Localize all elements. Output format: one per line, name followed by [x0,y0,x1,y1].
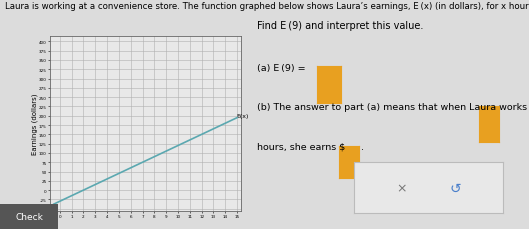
Text: (b) The answer to part (a) means that when Laura works: (b) The answer to part (a) means that wh… [257,103,527,112]
Text: ↺: ↺ [449,181,461,195]
Text: Find E (9) and interpret this value.: Find E (9) and interpret this value. [257,21,423,30]
Text: ×: × [397,181,407,194]
Y-axis label: Earnings (dollars): Earnings (dollars) [31,93,38,154]
Text: E(x): E(x) [236,113,249,118]
Text: (a) E (9) =: (a) E (9) = [257,64,308,73]
Text: hours, she earns $: hours, she earns $ [257,142,345,151]
Text: .: . [361,142,364,151]
Text: Check: Check [15,212,43,221]
Text: Laura is working at a convenience store. The function graphed below shows Laura’: Laura is working at a convenience store.… [5,2,529,11]
